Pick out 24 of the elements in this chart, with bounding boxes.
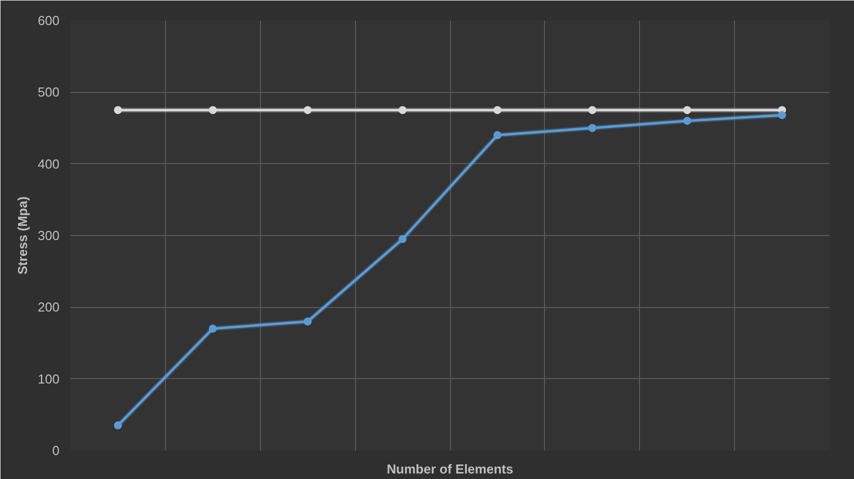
y-axis-title: Stress (Mpa) xyxy=(14,196,30,275)
point xyxy=(493,131,502,140)
point xyxy=(304,106,312,114)
y-tick-label: 0 xyxy=(52,443,60,458)
point xyxy=(304,318,312,326)
point xyxy=(778,111,786,120)
point xyxy=(683,106,692,114)
point xyxy=(208,324,217,333)
point xyxy=(588,124,596,132)
point xyxy=(208,106,217,114)
point xyxy=(493,106,502,114)
y-tick-label: 500 xyxy=(38,84,60,100)
point xyxy=(114,106,122,114)
point xyxy=(114,421,122,430)
y-tick-label: 100 xyxy=(38,371,60,386)
point xyxy=(398,235,407,244)
point xyxy=(398,106,407,114)
point xyxy=(683,116,692,125)
y-tick-label: 200 xyxy=(38,300,60,315)
y-tick-label: 300 xyxy=(38,228,60,243)
y-tick-label: 400 xyxy=(38,156,60,172)
x-axis-title: Number of Elements xyxy=(386,462,514,476)
y-tick-label: 600 xyxy=(38,13,60,28)
point xyxy=(588,106,596,114)
